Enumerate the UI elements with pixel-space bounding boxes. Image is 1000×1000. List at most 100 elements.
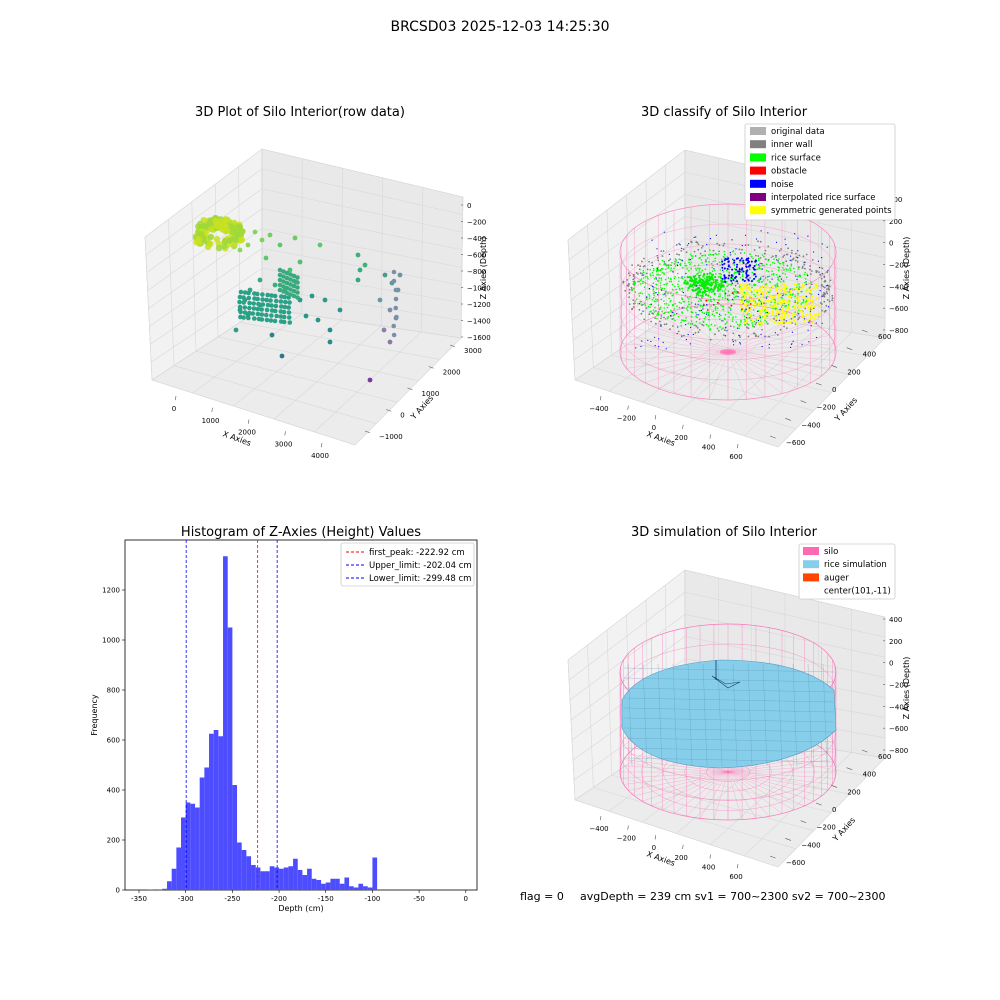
raw-point bbox=[393, 305, 399, 311]
cls-noise-point bbox=[727, 277, 730, 280]
raw-point bbox=[391, 278, 397, 284]
cls-symmetric-point bbox=[743, 321, 746, 324]
cls-rice-surface-point bbox=[736, 323, 739, 326]
cls-noise-point bbox=[646, 296, 648, 298]
cls-rice-surface-point bbox=[715, 312, 718, 314]
cls-rice-surface-point bbox=[687, 287, 690, 290]
cls-rice-surface-point bbox=[747, 301, 750, 304]
raw-point bbox=[297, 259, 303, 265]
raw-point bbox=[232, 236, 240, 244]
cls-rice-surface-point bbox=[792, 267, 795, 270]
cls-x-tick-label: 200 bbox=[675, 434, 688, 442]
cls-noise-point bbox=[725, 276, 727, 279]
raw-point bbox=[260, 297, 265, 302]
cls-rice-surface-point bbox=[668, 280, 671, 283]
cls-rice-surface-point bbox=[669, 301, 671, 303]
cls-rice-surface-point bbox=[768, 275, 771, 278]
raw-point bbox=[201, 223, 208, 230]
cls-rice-surface-point bbox=[776, 282, 779, 285]
raw-point bbox=[387, 339, 393, 345]
cls-inner-wall-point bbox=[821, 309, 823, 312]
panel-classify-3d: 3D classify of Silo Interior −400−200020… bbox=[567, 105, 911, 461]
cls-noise-point bbox=[743, 300, 746, 302]
hist-bar bbox=[330, 878, 336, 890]
cls-rice-surface-point bbox=[726, 294, 729, 297]
cls-symmetric-point bbox=[787, 314, 790, 317]
raw-point bbox=[287, 267, 293, 273]
sim-y-tick-mark bbox=[831, 785, 838, 788]
cls-rice-surface-point bbox=[664, 318, 667, 320]
cls-rice-surface-point bbox=[686, 276, 689, 279]
cls-symmetric-point bbox=[773, 320, 776, 324]
cls-symmetric-point bbox=[809, 290, 812, 294]
cls-noise-point bbox=[677, 326, 679, 328]
cls-rice-surface-point bbox=[720, 258, 723, 261]
cls-rice-surface-point bbox=[661, 310, 663, 313]
cls-noise-point bbox=[760, 293, 762, 295]
raw-point bbox=[193, 239, 200, 246]
grid-line bbox=[777, 757, 886, 868]
cls-symmetric-point bbox=[812, 286, 815, 290]
grid-line bbox=[460, 196, 464, 339]
cls-rice-surface-point bbox=[664, 303, 666, 305]
cls-rice-surface-point bbox=[648, 293, 650, 296]
cls-rice-surface-point bbox=[673, 267, 675, 270]
cls-symmetric-point bbox=[784, 289, 787, 292]
cls-symmetric-point bbox=[808, 313, 812, 316]
hist-bar bbox=[204, 767, 210, 890]
cls-inner-wall-point bbox=[815, 270, 817, 272]
cls-noise-point bbox=[716, 263, 718, 265]
cls-symmetric-point bbox=[809, 304, 812, 307]
cls-symmetric-point bbox=[744, 283, 748, 286]
cls-rice-surface-point bbox=[729, 283, 731, 286]
cls-symmetric-point bbox=[772, 299, 776, 303]
hist-bar bbox=[288, 866, 294, 890]
cls-rice-surface-point bbox=[689, 323, 692, 325]
cls-obstacle-point bbox=[741, 308, 743, 311]
cls-symmetric-point bbox=[759, 309, 762, 312]
cls-rice-surface-point bbox=[756, 303, 759, 305]
cls-noise-point bbox=[737, 257, 739, 260]
cls-rice-surface-point bbox=[676, 305, 678, 307]
cyl-spoke bbox=[727, 771, 770, 817]
raw-point bbox=[377, 297, 383, 303]
cls-rice-surface-point bbox=[679, 258, 682, 261]
cls-noise-point bbox=[761, 346, 763, 348]
cls-symmetric-point bbox=[752, 296, 755, 299]
cls-symmetric-point bbox=[793, 304, 796, 307]
cls-rice-surface-point bbox=[659, 282, 662, 284]
cls-rice-surface-point bbox=[751, 291, 753, 293]
raw-y-tick-label: −1000 bbox=[379, 433, 403, 441]
cls-rice-surface-point bbox=[677, 315, 680, 318]
cls-noise-point bbox=[805, 295, 807, 297]
cls-noise-point bbox=[763, 302, 765, 304]
cls-noise-point bbox=[706, 304, 708, 306]
sim-mesh-line bbox=[642, 663, 648, 767]
cls-rice-surface-point bbox=[680, 321, 682, 324]
cls-rice-surface-point bbox=[742, 274, 744, 276]
cls-rice-surface-point bbox=[705, 260, 708, 263]
cls-rice-surface-point bbox=[757, 257, 760, 260]
cls-noise-point bbox=[698, 314, 700, 316]
cyl-spoke bbox=[727, 351, 747, 400]
raw-point bbox=[387, 307, 393, 313]
cls-symmetric-point bbox=[745, 291, 748, 295]
cls-noise-point bbox=[724, 279, 726, 281]
cls-rice-surface-point bbox=[798, 286, 801, 288]
cls-rice-surface-point bbox=[682, 266, 684, 269]
cls-inner-wall-point bbox=[754, 323, 757, 326]
cls-symmetric-point bbox=[741, 309, 744, 313]
cls-rice-surface-point bbox=[704, 281, 707, 284]
grid-line bbox=[645, 179, 649, 331]
cls-symmetric-point bbox=[739, 288, 742, 291]
cls-noise-point bbox=[733, 259, 736, 262]
cls-rice-surface-point bbox=[716, 327, 719, 330]
cls-rice-surface-point bbox=[709, 296, 712, 298]
cls-inner-wall-point bbox=[632, 283, 635, 285]
cls-rice-surface-point bbox=[766, 322, 768, 325]
raw-point bbox=[273, 303, 279, 309]
cls-rice-surface-point bbox=[684, 262, 686, 265]
cls-inner-wall-point bbox=[723, 329, 726, 331]
sim-mesh-line bbox=[732, 663, 738, 767]
